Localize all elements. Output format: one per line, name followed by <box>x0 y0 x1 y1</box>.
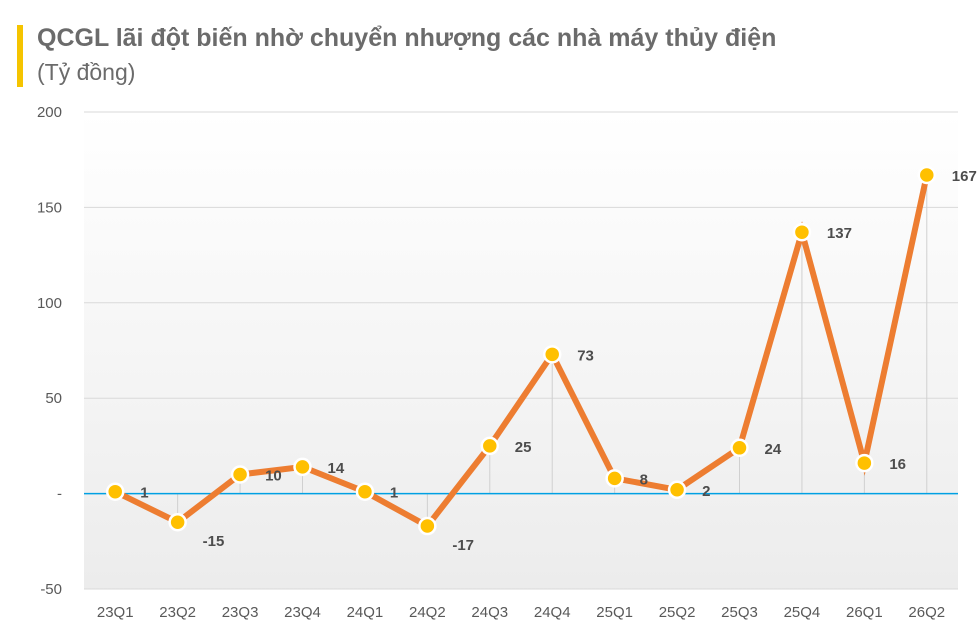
title-accent-bar <box>17 25 23 87</box>
data-label: 73 <box>577 347 594 364</box>
x-tick-label: 23Q1 <box>97 604 134 621</box>
y-tick-label: - <box>57 486 62 503</box>
data-point <box>105 482 125 501</box>
x-tick-label: 24Q2 <box>409 604 446 621</box>
data-label: 8 <box>640 471 648 488</box>
chart-title: QCGL lãi đột biến nhờ chuyển nhượng các … <box>37 24 777 52</box>
data-point <box>855 453 874 473</box>
data-label: 137 <box>827 225 852 242</box>
data-point <box>230 465 250 484</box>
series-line <box>113 174 930 530</box>
data-point <box>418 516 437 536</box>
x-tick-label: 25Q1 <box>596 604 633 621</box>
data-label: 10 <box>265 468 282 485</box>
data-point <box>168 512 187 532</box>
x-tick-label: 26Q2 <box>908 604 945 621</box>
y-tick-label: 200 <box>37 104 62 121</box>
data-label: 16 <box>889 456 906 473</box>
data-label: 167 <box>952 168 977 185</box>
y-tick-label: 50 <box>45 390 62 407</box>
data-label: 2 <box>702 483 710 500</box>
data-point <box>917 165 937 185</box>
data-label: 24 <box>765 441 782 458</box>
y-tick-label: 100 <box>37 295 62 312</box>
data-label: 1 <box>390 485 398 502</box>
x-tick-label: 23Q2 <box>159 604 196 621</box>
data-point <box>667 480 687 500</box>
x-tick-label: 23Q3 <box>222 604 259 621</box>
data-label: 25 <box>515 439 532 456</box>
chart-subtitle: (Tỷ đồng) <box>37 59 136 85</box>
data-point <box>293 457 312 477</box>
data-label: 14 <box>328 460 345 477</box>
data-point <box>605 469 624 488</box>
x-tick-label: 25Q4 <box>784 604 821 621</box>
data-point <box>355 482 375 501</box>
data-label: -15 <box>203 533 225 550</box>
plot-background <box>84 112 958 589</box>
data-label: -17 <box>452 537 474 554</box>
x-tick-label: 26Q1 <box>846 604 883 621</box>
x-tick-label: 25Q3 <box>721 604 758 621</box>
data-point <box>730 438 749 458</box>
data-point <box>792 222 812 242</box>
x-tick-label: 23Q4 <box>284 604 321 621</box>
x-tick-label: 25Q2 <box>659 604 696 621</box>
x-tick-label: 24Q1 <box>347 604 384 621</box>
x-tick-label: 24Q3 <box>471 604 508 621</box>
data-point <box>542 345 562 364</box>
data-point <box>480 436 500 456</box>
y-tick-label: -50 <box>40 581 62 598</box>
y-tick-label: 150 <box>37 199 62 216</box>
data-label: 1 <box>140 485 148 502</box>
x-tick-label: 24Q4 <box>534 604 571 621</box>
